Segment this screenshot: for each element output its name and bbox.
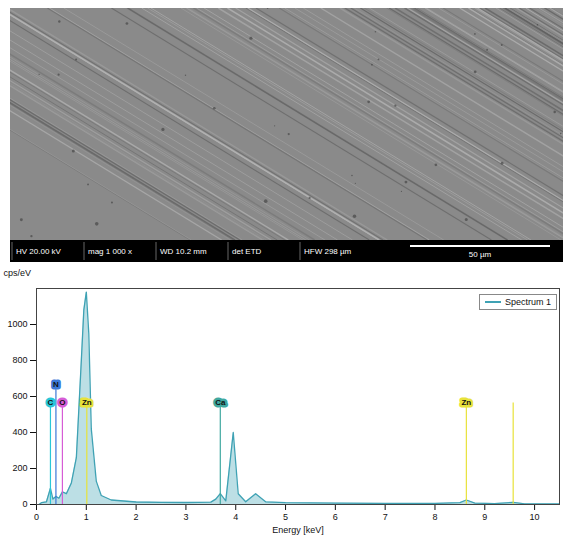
svg-text:1: 1 — [84, 512, 89, 522]
svg-text:Energy [keV]: Energy [keV] — [272, 525, 324, 535]
svg-text:400: 400 — [12, 427, 27, 437]
svg-text:Ca: Ca — [215, 398, 226, 407]
svg-text:7: 7 — [383, 512, 388, 522]
svg-text:O: O — [59, 398, 65, 407]
svg-text:9: 9 — [482, 512, 487, 522]
html-text:Spectrum 1: Spectrum 1 — [505, 297, 551, 307]
svg-text:Zn: Zn — [461, 398, 471, 407]
svg-text:det ETD: det ETD — [232, 247, 262, 256]
svg-text:WD 10.2 mm: WD 10.2 mm — [160, 247, 207, 256]
svg-text:800: 800 — [12, 355, 27, 365]
svg-text:Zn: Zn — [82, 398, 92, 407]
svg-text:50 µm: 50 µm — [469, 250, 492, 259]
svg-text:0: 0 — [22, 499, 27, 509]
svg-text:4: 4 — [233, 512, 238, 522]
svg-text:5: 5 — [283, 512, 288, 522]
svg-text:6: 6 — [333, 512, 338, 522]
svg-text:HFW 298 µm: HFW 298 µm — [304, 247, 352, 256]
svg-text:600: 600 — [12, 391, 27, 401]
svg-text:C: C — [48, 398, 54, 407]
svg-text:3: 3 — [183, 512, 188, 522]
svg-text:mag 1 000 x: mag 1 000 x — [88, 247, 132, 256]
svg-text:0: 0 — [34, 512, 39, 522]
svg-text:cps/eV: cps/eV — [4, 268, 32, 278]
svg-text:HV 20.00 kV: HV 20.00 kV — [16, 247, 62, 256]
svg-text:N: N — [53, 380, 59, 389]
svg-text:8: 8 — [432, 512, 437, 522]
svg-text:2: 2 — [134, 512, 139, 522]
svg-text:1000: 1000 — [7, 319, 27, 329]
svg-text:10: 10 — [530, 512, 540, 522]
svg-text:200: 200 — [12, 463, 27, 473]
